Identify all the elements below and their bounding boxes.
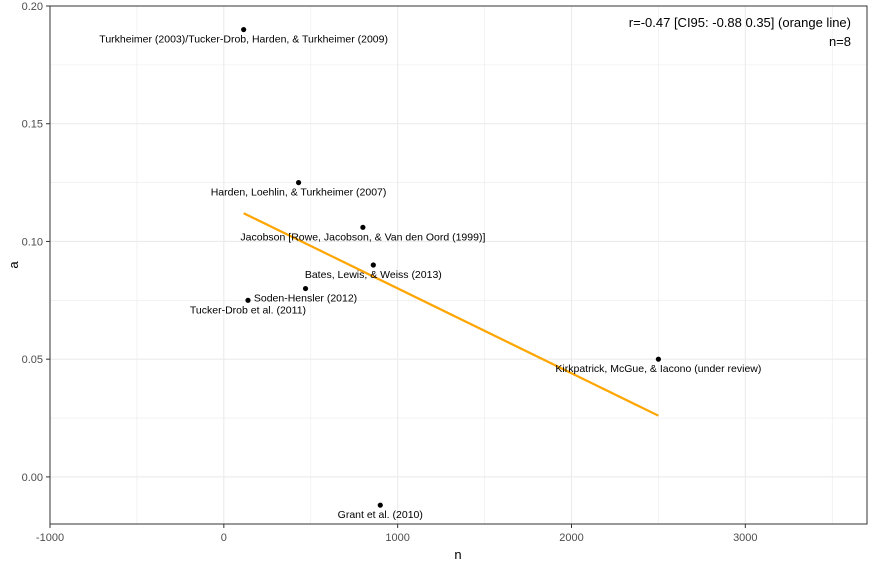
minor-gridlines (50, 6, 867, 524)
correlation-annotation: r=-0.47 [CI95: -0.88 0.35] (orange line) (629, 15, 851, 30)
y-axis-title: a (6, 261, 21, 269)
x-tick-label: 1000 (385, 532, 409, 544)
x-axis-ticks: -1000 0 1000 2000 3000 (36, 524, 758, 544)
regression-line (243, 212, 659, 417)
x-tick-label: 0 (221, 532, 227, 544)
data-point-label: Bates, Lewis, & Weiss (2013) (305, 269, 442, 281)
data-point (655, 356, 662, 362)
x-tick-label: 3000 (733, 532, 757, 544)
data-point-labels: Turkheimer (2003)/Tucker-Drob, Harden, &… (99, 34, 761, 522)
y-tick-label: 0.15 (22, 119, 43, 131)
y-tick-label: 0.10 (22, 236, 43, 248)
data-point-label: Soden-Hensler (2012) (254, 293, 357, 305)
y-tick-label: 0.05 (22, 354, 43, 366)
data-point (295, 179, 302, 186)
x-tick-label: 2000 (559, 532, 583, 544)
data-point (245, 297, 251, 303)
data-point (360, 224, 366, 230)
y-axis-ticks: 0.00 0.05 0.10 0.15 0.20 (22, 1, 50, 484)
y-tick-label: 0.20 (22, 1, 43, 13)
data-point (370, 262, 376, 268)
data-point-label: Harden, Loehlin, & Turkheimer (2007) (211, 187, 387, 199)
panel-border (49, 5, 868, 525)
data-point-label: Tucker-Drob et al. (2011) (190, 304, 306, 316)
data-point-label: Jacobson [Rowe, Jacobson, & Van den Oord… (240, 231, 485, 243)
regression-line-layer (243, 212, 659, 417)
data-point (241, 26, 247, 33)
data-point (377, 502, 383, 508)
data-points (241, 26, 662, 508)
data-point-label: Grant et al. (2010) (338, 509, 423, 521)
data-point-label: Turkheimer (2003)/Tucker-Drob, Harden, &… (99, 34, 388, 46)
data-point-label: Kirkpatrick, McGue, & Iacono (under revi… (555, 363, 761, 375)
panel-background (50, 6, 867, 524)
y-tick-label: 0.00 (22, 472, 43, 484)
x-tick-label: -1000 (36, 532, 64, 544)
x-axis-title: n (454, 547, 461, 562)
sample-size-annotation: n=8 (829, 34, 851, 49)
data-point (302, 285, 309, 292)
